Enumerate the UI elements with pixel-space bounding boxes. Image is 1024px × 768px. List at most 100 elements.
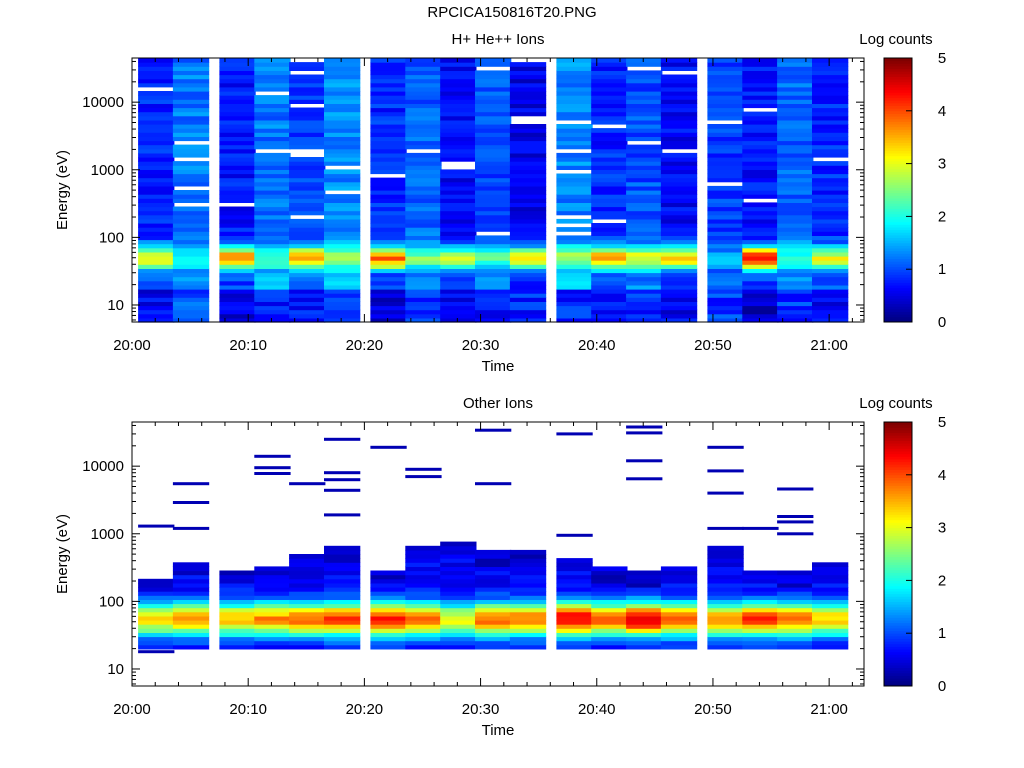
heatmap-cell — [591, 272, 628, 278]
heatmap-cell — [707, 566, 744, 572]
heatmap-cell — [777, 632, 814, 638]
heatmap-cell — [440, 214, 477, 220]
heatmap-cell — [707, 239, 744, 245]
colorbar-step — [884, 285, 912, 289]
heatmap-cell — [591, 297, 628, 302]
colorbar-step — [884, 163, 912, 167]
heatmap-cell — [289, 95, 326, 100]
heatmap-cell — [254, 574, 291, 580]
heatmap-cell — [742, 607, 779, 613]
heatmap-cell — [405, 227, 442, 232]
heatmap-cell — [556, 165, 593, 170]
heatmap-cell — [289, 62, 326, 67]
heatmap-cell — [660, 289, 698, 294]
heatmap-cell — [172, 148, 210, 154]
heatmap-cell — [254, 272, 291, 278]
heatmap-cell — [742, 276, 779, 282]
heatmap-cell — [509, 74, 547, 80]
heatmap-cell — [138, 99, 175, 104]
colorbar-step — [884, 604, 912, 608]
colorbar-step — [884, 469, 912, 473]
heatmap-cell — [324, 260, 361, 265]
colorbar-tick-label: 3 — [938, 520, 946, 537]
heatmap-cell — [660, 144, 698, 150]
heatmap-cell — [660, 136, 698, 142]
heatmap-cell — [777, 152, 814, 158]
heatmap-cell — [440, 227, 477, 232]
heatmap-cell — [172, 173, 210, 179]
heatmap-cell — [254, 181, 291, 187]
heatmap-cell — [591, 165, 628, 170]
heatmap-cell — [660, 582, 698, 588]
heatmap-cell — [138, 181, 175, 187]
heatmap-cell — [324, 247, 361, 253]
heatmap-cell — [405, 173, 442, 179]
heatmap-cell — [289, 309, 326, 315]
heatmap-cell — [556, 247, 593, 253]
heatmap-cell — [742, 86, 779, 92]
x-tick-label: 20:50 — [694, 337, 732, 354]
heatmap-cell — [219, 95, 256, 100]
heatmap-cell — [370, 124, 407, 129]
heatmap-cell — [370, 140, 407, 146]
colorbar-step — [884, 564, 912, 568]
heatmap-cell — [289, 632, 326, 638]
heatmap-cell — [324, 632, 361, 638]
heatmap-cell — [440, 177, 477, 183]
heatmap-cell — [324, 644, 361, 650]
heatmap-cell — [626, 152, 663, 158]
heatmap-cell — [660, 603, 698, 609]
heatmap-cell — [742, 157, 779, 162]
heatmap-cell — [707, 247, 744, 253]
heatmap-cell — [289, 264, 326, 269]
heatmap-cell — [370, 276, 407, 282]
heatmap-cell — [440, 247, 477, 253]
heatmap-cell — [812, 570, 849, 576]
heatmap-cell — [289, 124, 326, 129]
heatmap-cell — [812, 198, 849, 203]
heatmap-cell — [370, 136, 407, 142]
colorbar-step — [884, 63, 912, 67]
colorbar-step — [884, 184, 912, 188]
heatmap-cell — [254, 644, 291, 650]
heatmap-cell — [219, 570, 256, 576]
heatmap-cell — [556, 276, 593, 282]
heatmap-cell — [219, 124, 256, 129]
x-axis-label: Time — [482, 722, 515, 739]
heatmap-cell — [626, 115, 663, 121]
heatmap-cell — [324, 297, 361, 302]
heatmap-cell — [475, 95, 512, 100]
heatmap-cell — [289, 132, 326, 137]
heatmap-cell — [138, 280, 175, 286]
heatmap-cell — [254, 223, 291, 228]
heatmap-cell — [707, 161, 744, 166]
colorbar-step — [884, 509, 912, 513]
heatmap-cell — [370, 185, 407, 191]
heatmap-cell — [707, 632, 744, 638]
heatmap-cell — [777, 58, 814, 63]
heatmap-cell — [324, 554, 361, 559]
heatmap-cell — [626, 632, 663, 638]
heatmap-cell — [509, 264, 547, 269]
heatmap-cell — [440, 549, 477, 555]
heatmap-cell — [591, 301, 628, 307]
heatmap-cell — [591, 223, 628, 228]
heatmap-cell — [475, 136, 512, 142]
heatmap-cell — [370, 218, 407, 224]
heatmap-cell — [742, 136, 779, 142]
heatmap-cell — [475, 235, 512, 241]
colorbar-step — [884, 572, 912, 576]
heatmap-cell — [660, 86, 698, 92]
heatmap-cell — [219, 70, 256, 76]
heatmap-cell — [370, 202, 407, 208]
heatmap-cell — [812, 82, 849, 88]
heatmap-cell — [138, 615, 175, 621]
heatmap-cell — [707, 562, 744, 567]
heatmap-cell — [254, 119, 291, 125]
heatmap-cell — [509, 86, 547, 92]
heatmap-cell — [509, 305, 547, 311]
heatmap-cell — [138, 293, 175, 298]
heatmap-cell — [475, 124, 512, 129]
heatmap-cell — [707, 545, 744, 551]
colorbar-step — [884, 522, 912, 526]
